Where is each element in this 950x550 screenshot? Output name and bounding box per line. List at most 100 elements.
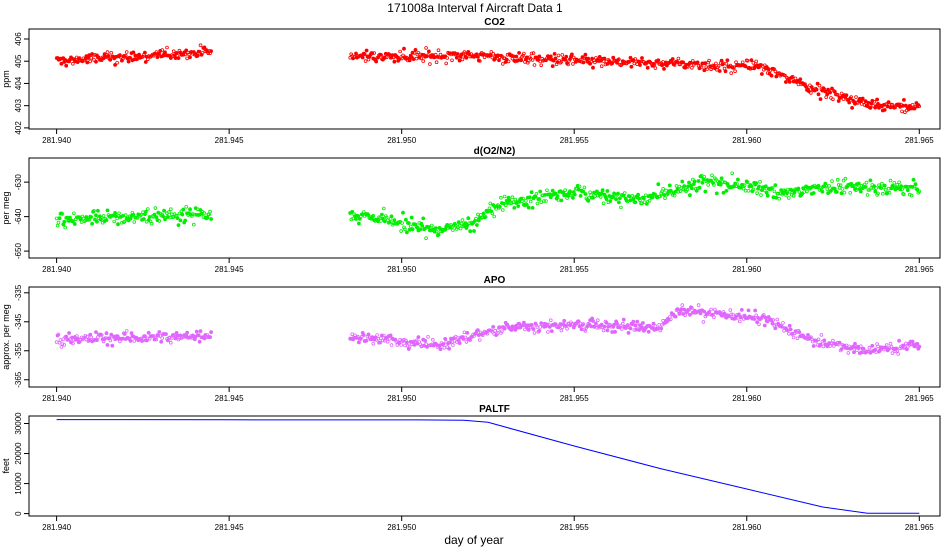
data-point bbox=[777, 196, 781, 201]
data-point bbox=[754, 313, 758, 318]
x-tick-label: 281.960 bbox=[732, 523, 761, 532]
x-tick-label: 281.950 bbox=[387, 523, 416, 532]
data-point bbox=[626, 330, 631, 335]
data-point bbox=[376, 219, 381, 224]
data-point bbox=[589, 324, 593, 329]
data-point bbox=[589, 60, 593, 64]
data-point bbox=[438, 52, 443, 57]
data-point bbox=[54, 340, 59, 344]
data-point bbox=[480, 333, 485, 338]
y-tick-label: -335 bbox=[14, 284, 23, 301]
data-point bbox=[550, 188, 555, 193]
data-point bbox=[124, 329, 129, 333]
data-point bbox=[54, 216, 59, 221]
data-point bbox=[662, 67, 666, 71]
data-point bbox=[455, 52, 460, 56]
data-point bbox=[697, 185, 702, 190]
data-point bbox=[402, 46, 406, 51]
data-point bbox=[553, 56, 558, 61]
data-point bbox=[519, 58, 523, 63]
data-point bbox=[680, 179, 685, 184]
data-point bbox=[438, 347, 443, 352]
data-point bbox=[759, 193, 763, 197]
data-point bbox=[707, 58, 711, 63]
data-point bbox=[466, 216, 471, 221]
data-point bbox=[110, 343, 115, 348]
data-point bbox=[860, 96, 865, 101]
data-point bbox=[591, 65, 595, 70]
data-point bbox=[382, 219, 387, 224]
data-point bbox=[764, 190, 769, 195]
data-point bbox=[754, 59, 758, 64]
data-point bbox=[900, 187, 904, 192]
plot-frame bbox=[28, 415, 941, 517]
data-point bbox=[770, 186, 775, 190]
data-point bbox=[565, 326, 569, 331]
data-point bbox=[638, 63, 642, 67]
data-point bbox=[667, 183, 672, 188]
data-point bbox=[581, 60, 586, 65]
figure-title: 171008a Interval f Aircraft Data 1 bbox=[387, 1, 563, 15]
data-point bbox=[398, 49, 402, 54]
data-point bbox=[95, 219, 99, 224]
data-point bbox=[804, 84, 808, 89]
data-point bbox=[175, 216, 180, 221]
data-point bbox=[817, 83, 822, 88]
data-point bbox=[770, 321, 775, 326]
data-point bbox=[830, 179, 834, 183]
data-point bbox=[83, 333, 88, 338]
data-point bbox=[56, 332, 61, 337]
data-point bbox=[457, 223, 462, 228]
data-point bbox=[99, 333, 104, 337]
data-point bbox=[638, 198, 642, 203]
data-point bbox=[188, 55, 192, 60]
y-tick-label: -365 bbox=[14, 371, 23, 388]
data-point bbox=[856, 181, 861, 186]
data-point bbox=[362, 52, 367, 56]
data-point bbox=[410, 227, 415, 232]
data-point bbox=[160, 336, 165, 340]
data-point bbox=[656, 58, 661, 63]
data-point bbox=[705, 67, 709, 71]
data-point bbox=[516, 204, 521, 209]
data-point bbox=[403, 227, 407, 232]
y-tick-label: 402 bbox=[14, 121, 23, 135]
data-point bbox=[640, 325, 644, 330]
data-point bbox=[60, 342, 65, 346]
data-point bbox=[389, 343, 394, 347]
data-point bbox=[495, 332, 499, 336]
data-point bbox=[872, 100, 876, 104]
data-point bbox=[381, 338, 385, 343]
data-point bbox=[824, 95, 828, 99]
data-point bbox=[209, 217, 214, 221]
data-point bbox=[372, 51, 377, 55]
data-point bbox=[132, 339, 137, 343]
data-point bbox=[875, 97, 879, 102]
data-point bbox=[635, 319, 640, 324]
data-point bbox=[89, 56, 93, 60]
data-point bbox=[426, 49, 431, 54]
data-point bbox=[154, 337, 159, 342]
data-point bbox=[549, 329, 554, 334]
data-point bbox=[917, 344, 922, 349]
data-point bbox=[601, 328, 606, 333]
data-point bbox=[378, 340, 382, 345]
data-point bbox=[902, 98, 906, 102]
data-point bbox=[858, 344, 863, 349]
y-axis-label: per meg bbox=[1, 191, 11, 224]
data-point bbox=[788, 327, 793, 332]
data-point bbox=[739, 307, 744, 312]
data-point bbox=[398, 337, 402, 342]
data-point bbox=[104, 218, 109, 223]
data-point bbox=[544, 199, 548, 203]
data-point bbox=[888, 341, 893, 346]
data-point bbox=[749, 58, 754, 62]
data-point bbox=[776, 191, 780, 196]
data-point bbox=[555, 194, 560, 199]
data-point bbox=[682, 184, 687, 189]
data-point bbox=[462, 50, 467, 54]
data-point bbox=[392, 59, 397, 64]
data-point bbox=[755, 191, 759, 196]
panel-1: d(O2/N2) per meg 281.940 281.945 281.950 281.… bbox=[1, 146, 941, 274]
data-point bbox=[827, 184, 831, 188]
